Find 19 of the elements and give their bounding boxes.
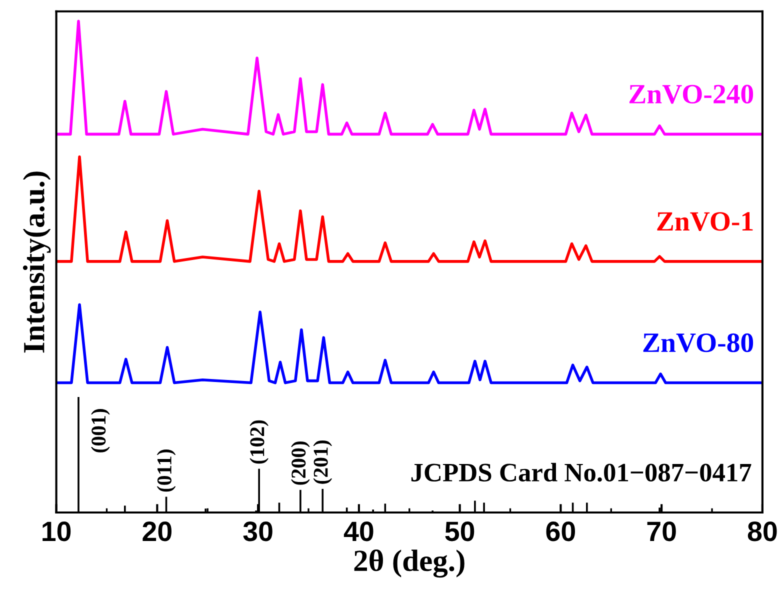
series-label: ZnVO-240 <box>629 84 754 104</box>
x-tick-label: 40 <box>344 522 374 542</box>
x-tick-label: 50 <box>445 522 474 542</box>
annotation: (102) <box>250 420 269 464</box>
x-tick-label: 60 <box>546 522 576 542</box>
x-tick-label: 20 <box>142 522 172 542</box>
x-tick-label: 30 <box>243 522 272 542</box>
x-tick-label: 70 <box>647 522 676 542</box>
x-tick-label: 10 <box>42 522 71 542</box>
annotation: (201) <box>313 440 332 484</box>
annotation: JCPDS Card No.01−087−0417 <box>411 462 752 482</box>
series-label: ZnVO-1 <box>657 212 753 231</box>
annotation: (001) <box>90 409 110 452</box>
y-axis-title: Intensity(a.u.) <box>22 172 51 353</box>
annotation: (200) <box>290 442 310 485</box>
x-tick-label: 80 <box>748 522 777 542</box>
series-label: ZnVO-80 <box>643 333 754 352</box>
annotation: (011) <box>156 450 176 492</box>
x-axis-title: 2θ (deg.) <box>354 549 464 578</box>
